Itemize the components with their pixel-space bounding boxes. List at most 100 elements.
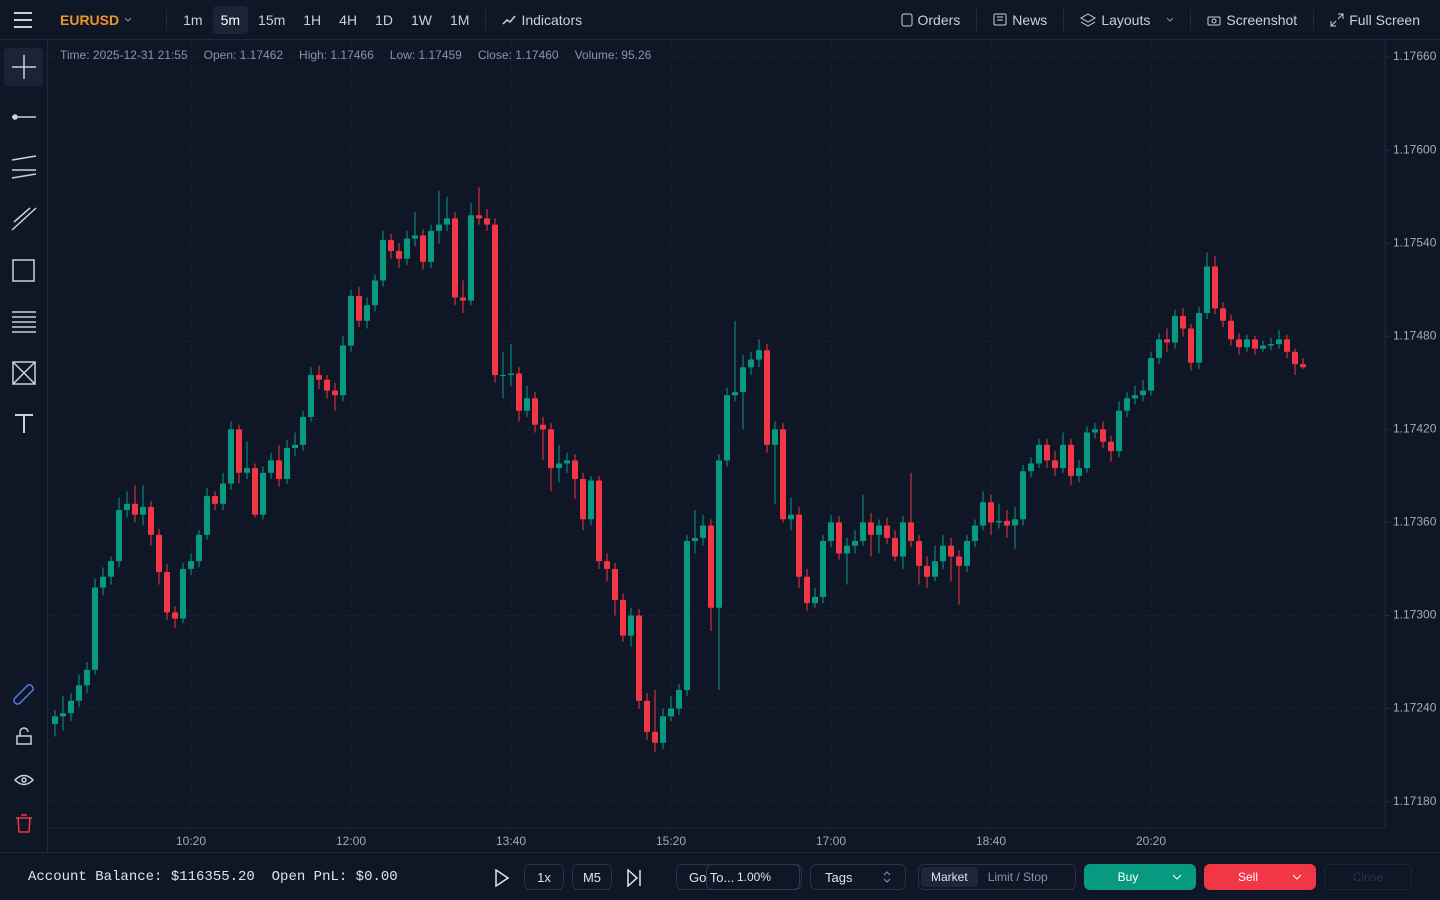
candle-body: [60, 713, 66, 717]
candle-body: [52, 716, 58, 725]
x-tick-label: 17:00: [816, 834, 846, 848]
lock-tool[interactable]: [16, 727, 32, 745]
candle-body: [148, 506, 154, 535]
buy-button[interactable]: Buy: [1084, 864, 1196, 890]
candle-body: [1068, 444, 1074, 476]
label: News: [1012, 11, 1048, 28]
delete-tool[interactable]: [16, 814, 32, 833]
menu-icon[interactable]: [14, 12, 34, 28]
icon: [502, 15, 517, 25]
candle-body: [868, 522, 874, 535]
tags-select[interactable]: Tags: [810, 864, 906, 890]
candle-body: [1012, 519, 1018, 526]
timeframe-button[interactable]: 1M: [449, 11, 470, 28]
indicators-button[interactable]: Indicators: [494, 6, 590, 34]
chevrons: [883, 871, 891, 883]
candle-body: [628, 615, 634, 636]
sell-button[interactable]: Sell: [1204, 864, 1316, 890]
magnet-tool[interactable]: [13, 684, 34, 705]
candle-body: [1260, 345, 1266, 349]
step-button[interactable]: [626, 869, 642, 887]
separator: [166, 8, 168, 31]
timeframe-button[interactable]: 1W: [410, 11, 432, 28]
candle-body: [924, 565, 930, 577]
market-tab[interactable]: Market: [921, 867, 978, 887]
candle-body: [1140, 390, 1146, 396]
candle-body: [108, 561, 114, 577]
candle-body: [540, 424, 546, 430]
candle-body: [764, 350, 770, 445]
full-screen-button[interactable]: Full Screen: [1322, 6, 1428, 34]
candle-body: [180, 568, 186, 619]
candle-body: [1156, 339, 1162, 358]
sell-label: Sell: [1237, 870, 1258, 884]
candle-body: [876, 525, 882, 535]
candle-body: [1044, 444, 1050, 461]
candle-body: [252, 468, 258, 515]
candle-body: [644, 700, 650, 732]
replay-timeframe[interactable]: M5: [572, 864, 612, 890]
screenshot-button[interactable]: Screenshot: [1199, 6, 1305, 34]
candle-body: [1084, 432, 1090, 469]
risk-input[interactable]: 1.00%: [706, 864, 800, 890]
crosshair-tool[interactable]: [12, 55, 36, 79]
candle-body: [796, 514, 802, 577]
candle-body: [468, 215, 474, 301]
candle-body: [428, 230, 434, 262]
timeframe-button[interactable]: 4H: [339, 11, 358, 28]
timeframe-button[interactable]: 15m: [258, 11, 286, 28]
timeframe-button[interactable]: 5m: [212, 5, 249, 34]
text-tool[interactable]: [15, 414, 33, 433]
candle-body: [724, 395, 730, 461]
candle-body: [1188, 328, 1194, 363]
candle-body: [548, 429, 554, 469]
candle-body: [1212, 266, 1218, 309]
order-type: Market Limit / Stop: [918, 864, 1076, 890]
news-button[interactable]: News: [985, 6, 1055, 34]
candle-body: [652, 731, 658, 743]
chevron: [124, 17, 132, 22]
separator: [1190, 8, 1192, 31]
fib-tool[interactable]: [12, 311, 36, 333]
candle-body: [204, 496, 210, 535]
x-tick-label: 20:20: [1136, 834, 1166, 848]
symbol[interactable]: EURUSD: [52, 6, 140, 34]
candle-body: [964, 541, 970, 566]
candle-body: [1108, 441, 1114, 452]
orders-button[interactable]: Orders: [893, 6, 969, 34]
channel-tool[interactable]: [11, 155, 37, 179]
timeframe-button[interactable]: 1D: [375, 11, 393, 28]
limit-stop-tab[interactable]: Limit / Stop: [987, 870, 1048, 884]
candle-body: [188, 561, 194, 569]
candle-body: [492, 224, 498, 376]
chevron: [1172, 874, 1182, 880]
y-tick-label: 1.17540: [1393, 235, 1437, 249]
icon: [901, 13, 912, 26]
x-tick-label: 18:40: [976, 834, 1006, 848]
layouts-button[interactable]: Layouts: [1072, 6, 1158, 34]
close-button[interactable]: Close: [1324, 864, 1412, 890]
tags-label: Tags: [825, 869, 853, 885]
pupil: [21, 777, 27, 783]
candle-body: [1228, 320, 1234, 340]
layouts-menu[interactable]: [1158, 11, 1182, 29]
candle-body: [268, 460, 274, 473]
dot: [12, 114, 18, 120]
candle-body: [564, 460, 570, 464]
speed-button[interactable]: 1x: [524, 864, 564, 890]
separator: [1313, 8, 1315, 31]
pattern-tool[interactable]: [12, 361, 36, 385]
pitchfork-tool[interactable]: [11, 207, 37, 231]
candle-body: [828, 522, 834, 542]
visibility-tool[interactable]: [13, 774, 35, 786]
candle-body: [588, 480, 594, 520]
play-button[interactable]: [494, 869, 510, 887]
ohlc-field: Time: 2025-12-31 21:55: [60, 48, 188, 62]
timeframe-button[interactable]: 1m: [183, 11, 203, 28]
candle-body: [228, 429, 234, 484]
candle-body: [772, 429, 778, 445]
rectangle-tool[interactable]: [12, 259, 35, 282]
timeframe-button[interactable]: 1H: [303, 11, 322, 28]
candle-body: [292, 444, 298, 448]
bottom-bar: Account Balance: $116355.20 Open PnL: $0…: [0, 852, 1440, 900]
